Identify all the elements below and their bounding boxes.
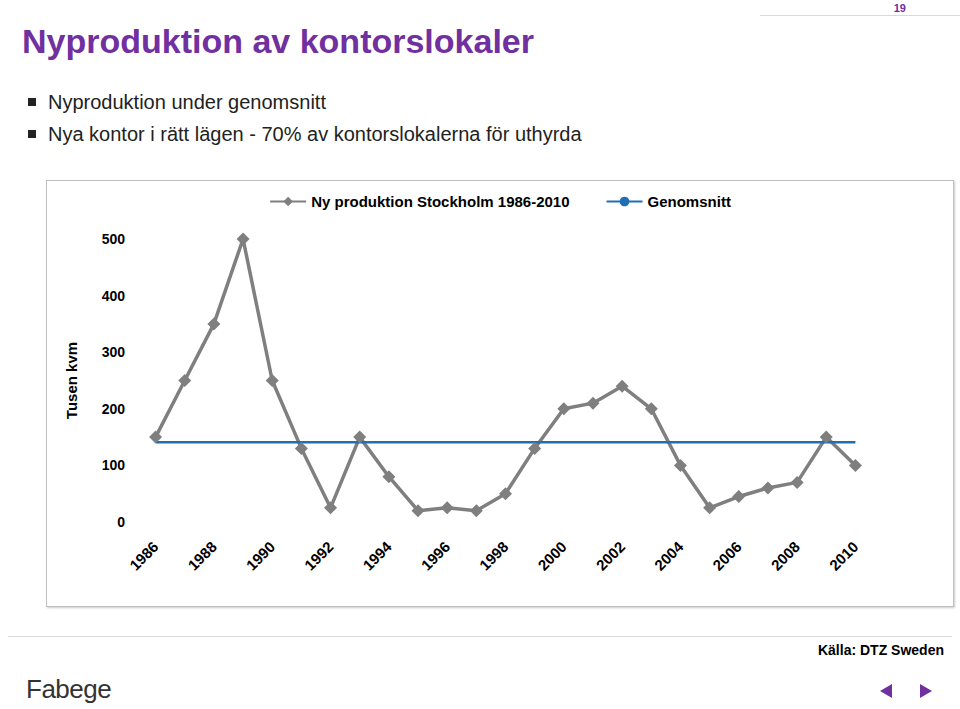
svg-text:Tusen kvm: Tusen kvm: [63, 342, 80, 419]
html-text:Nyproduktion under genomsnitt: Nyproduktion under genomsnitt: [48, 91, 326, 113]
svg-text:2004: 2004: [651, 538, 687, 574]
svg-text:2002: 2002: [593, 538, 629, 574]
html-text:Nya kontor i rätt lägen - 70%: Nya kontor i rätt lägen - 70% av kontors…: [48, 123, 582, 145]
svg-text:2000: 2000: [534, 538, 570, 574]
svg-text:200: 200: [102, 401, 126, 417]
svg-text:1990: 1990: [243, 538, 279, 574]
svg-text:Ny produktion Stockholm 1986-2: Ny produktion Stockholm 1986-2010: [311, 193, 569, 210]
svg-text:2006: 2006: [709, 538, 745, 574]
svg-text:500: 500: [102, 231, 126, 247]
svg-text:2008: 2008: [768, 538, 804, 574]
html-text:19: 19: [893, 2, 906, 14]
html-text:Fabege: Fabege: [26, 674, 112, 704]
svg-text:1996: 1996: [418, 538, 454, 574]
svg-text:1992: 1992: [301, 538, 337, 574]
svg-text:1998: 1998: [476, 538, 512, 574]
svg-text:400: 400: [102, 288, 126, 304]
html-text:Nyproduktion av kontorslokaler: Nyproduktion av kontorslokaler: [22, 22, 534, 60]
svg-text:1986: 1986: [126, 538, 162, 574]
svg-text:0: 0: [117, 514, 125, 530]
svg-text:1994: 1994: [359, 538, 395, 574]
svg-text:2010: 2010: [826, 538, 862, 574]
svg-text:100: 100: [102, 457, 126, 473]
svg-text:1988: 1988: [184, 538, 220, 574]
svg-text:Genomsnitt: Genomsnitt: [648, 193, 731, 210]
html-text:Källa: DTZ Sweden: Källa: DTZ Sweden: [818, 642, 944, 658]
svg-text:300: 300: [102, 344, 126, 360]
